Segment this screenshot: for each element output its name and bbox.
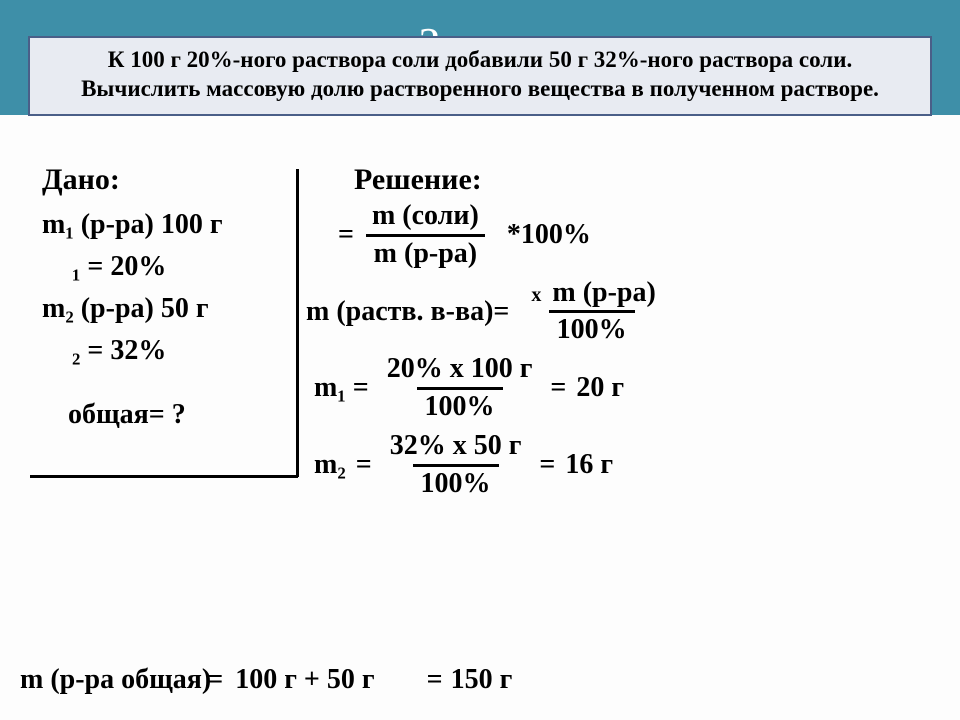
given-block: Дано: m₁ (р-ра) 100 г ₁ = 20% m₂ (р-ра) … (42, 163, 302, 431)
slide: Задача К 100 г 20%-ного раствора соли до… (0, 0, 960, 720)
equation-5: m (р-ра общая) = 100 г + 50 г = 150 г (20, 664, 512, 696)
equation-4: m₂ = 32% х 50 г 100% = 16 г (314, 431, 940, 500)
eq5-eq: = (207, 664, 223, 696)
eq3-fraction: 20% х 100 г 100% (379, 354, 541, 423)
eq2-eq: = (493, 296, 509, 328)
eq5-mid: 100 г + 50 г (235, 664, 374, 696)
vertical-divider (296, 169, 299, 477)
problem-statement-text: К 100 г 20%-ного раствора соли добавили … (81, 47, 879, 101)
eq5-lhs: m (р-ра общая) (20, 664, 211, 696)
eq2-num: m (р-ра) (552, 277, 655, 308)
eq4-eq2: = (539, 449, 555, 481)
eq2-x: х (527, 284, 545, 306)
given-m1: m₁ (р-ра) 100 г (42, 209, 302, 241)
eq4-num: 32% х 50 г (382, 431, 530, 464)
equation-2: m (раств. в-ва) = х m (р-ра) 100% (306, 278, 940, 347)
eq4-eq: = (356, 449, 372, 481)
given-heading: Дано: (42, 163, 302, 197)
eq2-den: 100% (549, 310, 635, 346)
given-m2: m₂ (р-ра) 50 г (42, 293, 302, 325)
eq4-result: 16 г (565, 449, 613, 481)
equation-3: m₁ = 20% х 100 г 100% = 20 г (314, 354, 940, 423)
eq2-fraction: х m (р-ра) 100% (519, 278, 663, 347)
eq1-den: m (р-ра) (366, 234, 485, 270)
eq5-eq2: = (427, 664, 443, 696)
given-underline (30, 475, 298, 478)
eq1-eq: = (338, 219, 354, 251)
eq1-fraction: m (соли) m (р-ра) (364, 201, 487, 270)
eq1-tail: *100% (507, 219, 591, 251)
equation-1: = m (соли) m (р-ра) *100% (338, 201, 940, 270)
eq3-result: 20 г (576, 372, 624, 404)
find-line: общая= ? (42, 399, 302, 431)
solution-heading: Решение: (354, 163, 940, 197)
eq2-num-wrap: х m (р-ра) (519, 278, 663, 311)
problem-statement-box: К 100 г 20%-ного раствора соли добавили … (28, 36, 932, 116)
eq4-fraction: 32% х 50 г 100% (382, 431, 530, 500)
eq3-eq2: = (550, 372, 566, 404)
eq5-result: 150 г (451, 664, 513, 696)
eq3-num: 20% х 100 г (379, 354, 541, 387)
given-w2: ₂ = 32% (42, 335, 302, 367)
eq2-lhs: m (раств. в-ва) (306, 296, 493, 328)
content-area: Дано: m₁ (р-ра) 100 г ₁ = 20% m₂ (р-ра) … (0, 115, 960, 163)
eq4-den: 100% (413, 464, 499, 500)
solution-block: Решение: = m (соли) m (р-ра) *100% m (ра… (330, 163, 940, 507)
eq1-num: m (соли) (364, 201, 487, 234)
eq4-lhs: m₂ (314, 449, 346, 481)
eq3-den: 100% (417, 387, 503, 423)
eq3-lhs: m₁ = (314, 372, 369, 404)
given-w1: ₁ = 20% (42, 251, 302, 283)
